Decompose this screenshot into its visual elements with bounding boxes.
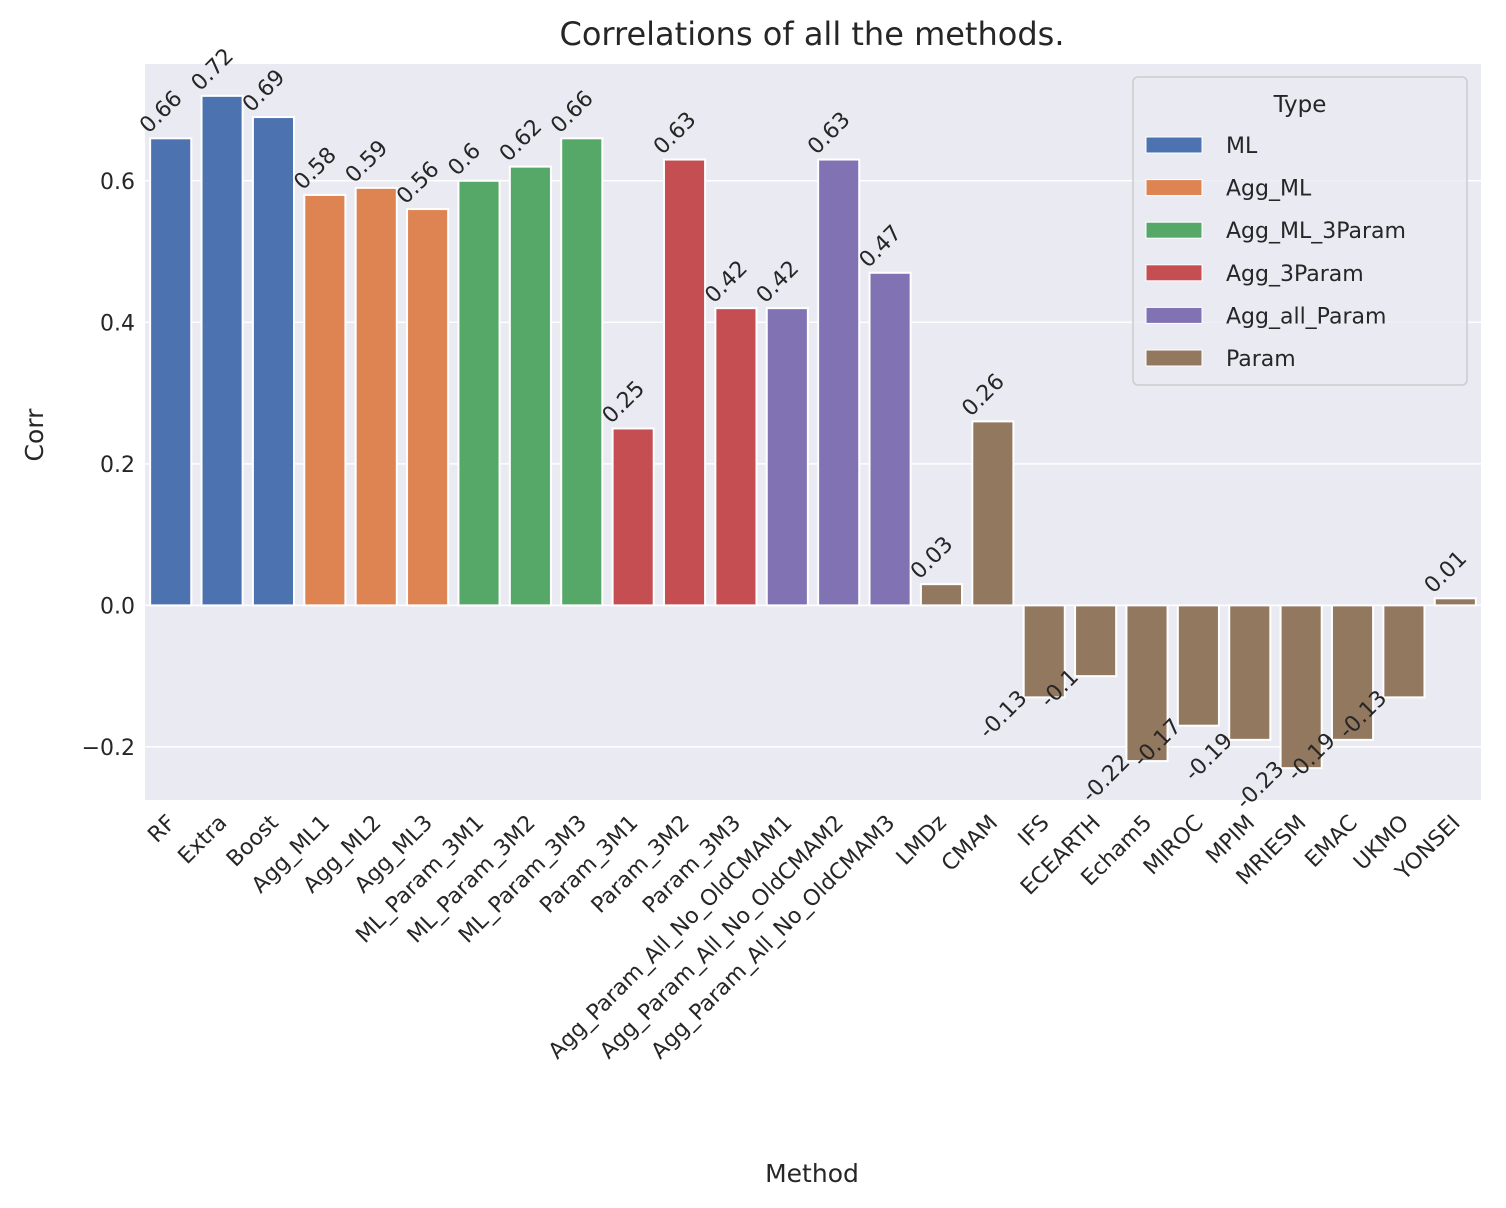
- legend-swatch: [1145, 349, 1203, 367]
- y-tick-label: −0.2: [82, 736, 135, 761]
- bar: [354, 186, 398, 607]
- bar: [560, 137, 604, 607]
- bar: [1074, 604, 1118, 678]
- bar: [149, 137, 193, 607]
- legend-entries: ML Agg_ML Agg_ML_3Param Agg_3Param Agg_all_P…: [1145, 134, 1406, 372]
- bars: [149, 94, 1477, 770]
- legend-box: [1132, 76, 1468, 386]
- legend-label: Agg_3Param: [1226, 262, 1364, 287]
- bar: [1022, 604, 1066, 699]
- y-tick-label: 0.0: [100, 594, 135, 619]
- chart-title: Correlations of all the methods.: [560, 15, 1065, 53]
- legend-swatch: [1145, 136, 1203, 154]
- x-axis-label: Method: [765, 1159, 859, 1188]
- bar: [919, 583, 964, 607]
- legend: Type ML Agg_ML Agg_ML_3Param Agg_3Param Agg_…: [1132, 76, 1468, 386]
- bar: [817, 158, 861, 607]
- bar: [714, 307, 758, 607]
- legend-swatch: [1145, 221, 1203, 239]
- y-tick-labels: −0.2 0.0 0.2 0.4 0.6: [82, 170, 135, 761]
- bar: [303, 193, 347, 607]
- legend-swatch: [1145, 306, 1203, 324]
- legend-title: Type: [1273, 92, 1327, 118]
- x-tick-label: CMAM: [937, 811, 1003, 877]
- x-tick-label: Extra: [174, 811, 233, 870]
- y-tick-label: 0.2: [100, 453, 135, 478]
- legend-label: Agg_ML: [1226, 177, 1312, 202]
- legend-label: Agg_all_Param: [1226, 304, 1386, 329]
- bar: [1228, 604, 1272, 741]
- legend-label: Agg_ML_3Param: [1226, 219, 1406, 244]
- legend-swatch: [1145, 264, 1203, 282]
- x-tick-label: RF: [143, 811, 180, 848]
- bar: [508, 165, 552, 607]
- legend-label: ML: [1226, 134, 1258, 159]
- bar: [611, 427, 655, 607]
- y-axis-label: Corr: [20, 408, 49, 462]
- bar: [1433, 597, 1477, 607]
- bar: [406, 208, 450, 607]
- x-tick-label: IFS: [1014, 811, 1055, 852]
- bar: [868, 271, 912, 607]
- bar: [971, 420, 1015, 607]
- bar: [251, 116, 296, 607]
- bar: [1125, 604, 1169, 763]
- x-tick-labels: RFExtraBoostAgg_ML1Agg_ML2Agg_ML3ML_Para…: [143, 810, 1465, 1064]
- bar: [1330, 604, 1375, 741]
- bar: [765, 307, 809, 607]
- bar: [1176, 604, 1220, 727]
- bar: [1382, 604, 1426, 699]
- bar: [662, 158, 707, 607]
- bar: [1279, 604, 1323, 770]
- legend-label: Param: [1226, 347, 1296, 372]
- y-tick-label: 0.6: [100, 170, 135, 195]
- legend-swatch: [1145, 179, 1203, 197]
- bar: [200, 94, 244, 607]
- bar: [457, 179, 501, 607]
- y-tick-label: 0.4: [100, 311, 135, 336]
